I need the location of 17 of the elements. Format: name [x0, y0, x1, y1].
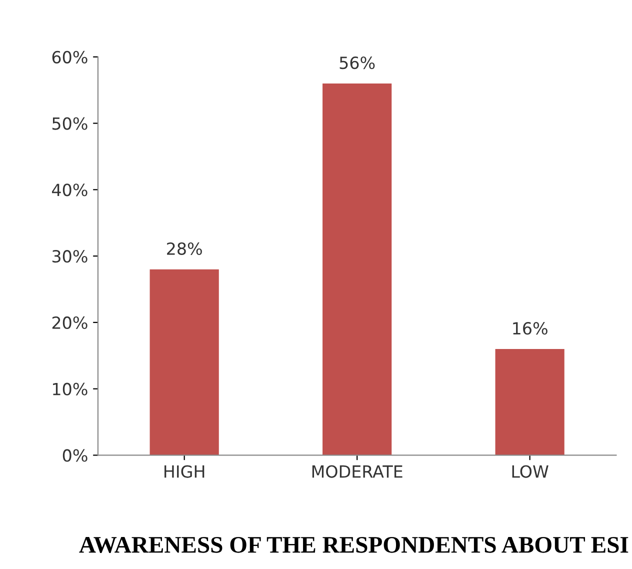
- x-tick-label: HIGH: [164, 465, 204, 478]
- x-tick-label: MODERATE: [312, 465, 402, 478]
- data-label: 16%: [513, 322, 548, 335]
- text: AWARENESS OF THE RESPONDENTS ABOUT ESI: [79, 536, 628, 553]
- bar: [150, 269, 219, 456]
- y-tick-label: 10%: [53, 382, 88, 396]
- data-label: 28%: [167, 242, 202, 255]
- y-tick-label: 20%: [52, 316, 88, 329]
- bar: [322, 83, 392, 456]
- bar: [495, 348, 564, 456]
- x-tick-label: LOW: [512, 465, 548, 478]
- y-tick-label: 0%: [62, 449, 88, 462]
- y-tick-label: 60%: [52, 50, 88, 64]
- y-tick-label: 40%: [52, 184, 88, 196]
- data-label: 56%: [340, 56, 375, 70]
- y-tick-label: 30%: [52, 250, 88, 263]
- y-tick-label: 50%: [52, 117, 88, 130]
